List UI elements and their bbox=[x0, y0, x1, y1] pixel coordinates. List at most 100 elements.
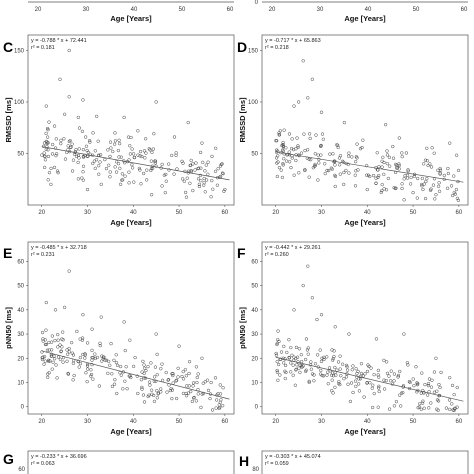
point-c-207 bbox=[109, 146, 113, 150]
point-f-78 bbox=[421, 399, 425, 403]
point-e-142 bbox=[110, 372, 114, 376]
point-f-177 bbox=[329, 373, 334, 377]
point-d-196 bbox=[353, 184, 358, 188]
point-c-180 bbox=[153, 161, 157, 165]
point-f-127 bbox=[277, 339, 281, 344]
point-c-192 bbox=[62, 137, 66, 141]
y-tick-f-0: 0 bbox=[255, 405, 259, 411]
point-d-32 bbox=[277, 165, 282, 170]
point-d-0 bbox=[301, 59, 305, 63]
point-f-148 bbox=[275, 370, 280, 374]
point-d-66 bbox=[353, 173, 357, 177]
point-f-28 bbox=[385, 371, 390, 376]
point-c-209 bbox=[107, 163, 111, 167]
x-tick-e-3: 50 bbox=[176, 419, 183, 425]
point-c-34 bbox=[77, 126, 82, 130]
point-c-155 bbox=[218, 175, 222, 179]
point-c-2 bbox=[67, 95, 71, 99]
point-e-75 bbox=[115, 363, 120, 368]
point-e-207 bbox=[147, 380, 152, 384]
point-e-169 bbox=[131, 364, 136, 369]
point-e-235 bbox=[141, 393, 146, 397]
point-f-144 bbox=[387, 407, 392, 411]
point-c-220 bbox=[81, 147, 86, 152]
point-e-185 bbox=[219, 398, 223, 402]
point-f-244 bbox=[330, 371, 335, 375]
point-e-196 bbox=[49, 348, 54, 352]
point-e-14 bbox=[43, 359, 47, 363]
point-c-21 bbox=[99, 182, 103, 187]
point-e-143 bbox=[55, 376, 59, 380]
point-f-10 bbox=[434, 356, 438, 360]
point-d-216 bbox=[400, 155, 404, 159]
point-f-21 bbox=[274, 351, 278, 356]
point-f-214 bbox=[376, 368, 381, 373]
point-c-240 bbox=[71, 158, 76, 162]
y-tick-c-1: 100 bbox=[14, 100, 25, 106]
point-e-171 bbox=[56, 338, 60, 342]
point-d-76 bbox=[342, 170, 346, 175]
point-c-99 bbox=[56, 171, 60, 175]
point-d-11 bbox=[448, 141, 452, 145]
point-e-214 bbox=[47, 340, 51, 345]
point-d-14 bbox=[434, 193, 438, 197]
point-f-151 bbox=[354, 384, 358, 389]
y-tick-f-4: 40 bbox=[251, 308, 258, 314]
point-d-139 bbox=[376, 175, 380, 180]
point-c-26 bbox=[50, 152, 55, 156]
point-e-117 bbox=[142, 363, 146, 367]
point-e-212 bbox=[195, 375, 199, 380]
plot-frame-f bbox=[261, 241, 469, 415]
point-c-250 bbox=[198, 150, 203, 155]
point-f-65 bbox=[331, 358, 335, 362]
point-f-13 bbox=[392, 404, 397, 408]
point-e-236 bbox=[181, 391, 186, 396]
point-e-208 bbox=[40, 350, 44, 354]
point-d-137 bbox=[429, 165, 434, 169]
point-f-62 bbox=[439, 370, 443, 375]
point-f-194 bbox=[322, 355, 326, 360]
point-f-52 bbox=[350, 368, 354, 372]
point-e-195 bbox=[78, 355, 83, 360]
point-e-162 bbox=[60, 337, 64, 341]
point-c-67 bbox=[55, 152, 59, 156]
point-c-12 bbox=[136, 129, 140, 133]
point-e-175 bbox=[184, 374, 189, 378]
point-c-116 bbox=[136, 153, 140, 157]
point-d-86 bbox=[400, 186, 404, 191]
x-axis-label-e: Age [Years] bbox=[110, 427, 152, 436]
point-c-79 bbox=[211, 187, 215, 191]
point-e-139 bbox=[115, 391, 119, 396]
point-c-222 bbox=[153, 159, 158, 163]
point-c-241 bbox=[160, 184, 164, 188]
point-c-193 bbox=[202, 180, 206, 185]
point-f-206 bbox=[287, 338, 291, 342]
point-e-22 bbox=[81, 352, 85, 357]
point-f-4 bbox=[319, 313, 324, 317]
point-f-200 bbox=[318, 348, 322, 352]
point-c-183 bbox=[52, 124, 57, 128]
y-axis-label-d: RMSSD [ms] bbox=[238, 97, 247, 143]
point-e-51 bbox=[121, 387, 125, 391]
y-axis-label-c: RMSSD [ms] bbox=[4, 97, 13, 143]
point-c-206 bbox=[185, 176, 189, 180]
point-d-163 bbox=[295, 136, 299, 140]
point-c-24 bbox=[70, 169, 75, 173]
point-e-37 bbox=[85, 341, 90, 345]
point-d-40 bbox=[277, 131, 281, 135]
point-f-247 bbox=[437, 382, 441, 387]
point-d-45 bbox=[355, 142, 359, 146]
point-e-167 bbox=[80, 336, 85, 340]
point-e-230 bbox=[110, 384, 115, 389]
point-f-197 bbox=[299, 364, 304, 368]
point-d-144 bbox=[282, 152, 286, 156]
point-f-183 bbox=[333, 365, 337, 370]
point-f-172 bbox=[398, 369, 402, 374]
point-c-10 bbox=[186, 120, 190, 125]
point-c-130 bbox=[222, 189, 226, 193]
point-e-85 bbox=[208, 396, 212, 401]
point-f-135 bbox=[330, 378, 334, 382]
point-e-41 bbox=[114, 353, 118, 357]
point-d-160 bbox=[385, 153, 390, 157]
point-f-184 bbox=[450, 383, 455, 388]
